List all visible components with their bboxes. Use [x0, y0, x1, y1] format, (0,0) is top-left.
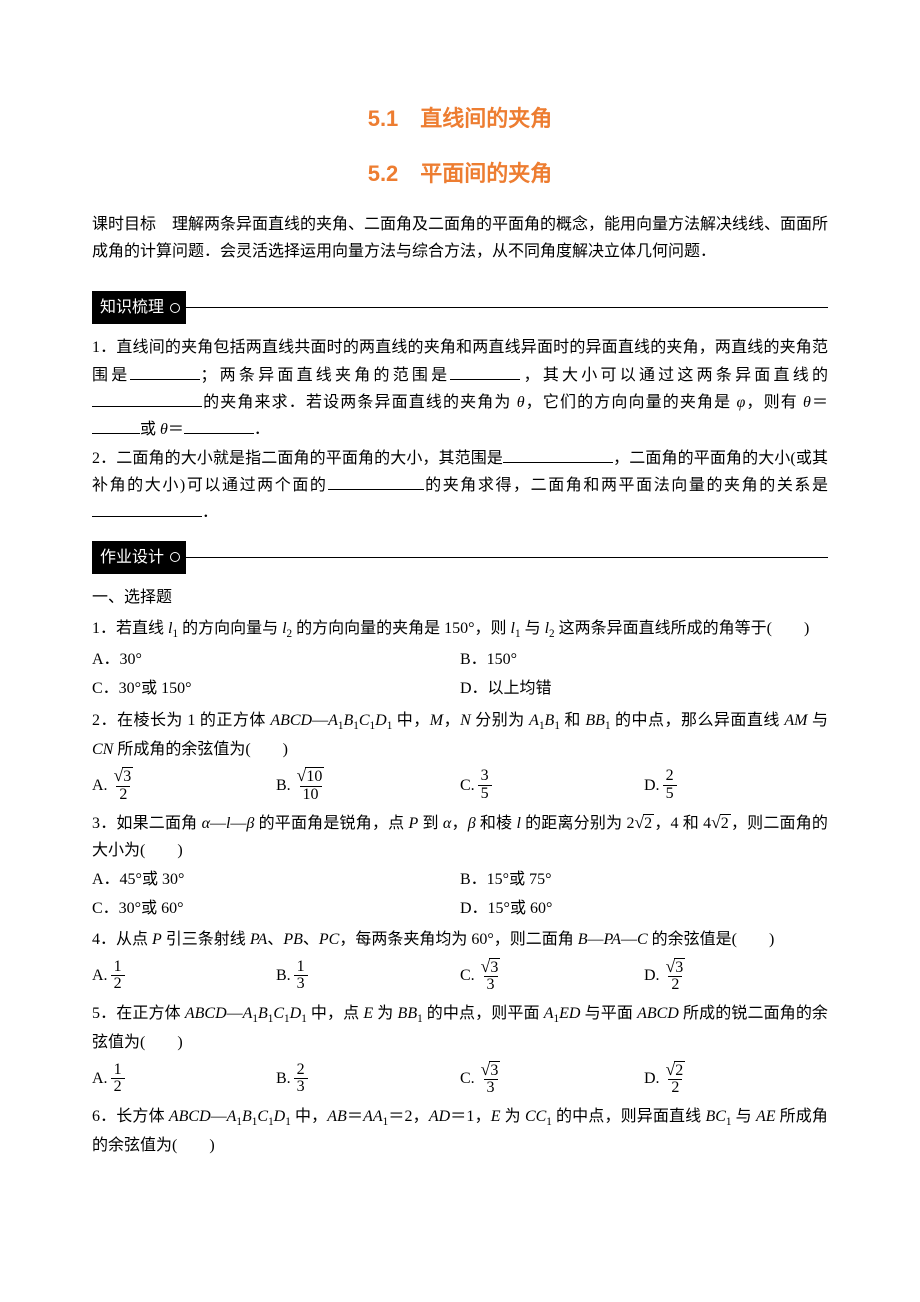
fill-blank: [130, 363, 200, 379]
fill-blank: [328, 474, 424, 490]
question-6: 6．长方体 ABCD—A1B1C1D1 中，AB＝AA1＝2，AD＝1，E 为 …: [92, 1103, 828, 1159]
question-4: 4．从点 P 引三条射线 PA、PB、PC，每两条夹角均为 60°，则二面角 B…: [92, 926, 828, 953]
heading-5-1: 5.1 直线间的夹角: [92, 100, 828, 137]
option-a: A.12: [92, 1059, 276, 1100]
heading-5-2: 5.2 平面间的夹角: [92, 155, 828, 192]
question-5-options: A.12 B.23 C.√33 D.√22: [92, 1059, 828, 1100]
question-4-options: A.12 B.13 C.√33 D.√32: [92, 956, 828, 997]
lesson-objective: 课时目标 理解两条异面直线的夹角、二面角及二面角的平面角的概念，能用向量方法解决…: [92, 211, 828, 265]
question-3-options-row2: C．30°或 60° D．15°或 60°: [92, 895, 828, 922]
question-3-options-row1: A．45°或 30° B．15°或 75°: [92, 866, 828, 893]
question-3: 3．如果二面角 α—l—β 的平面角是锐角，点 P 到 α，β 和棱 l 的距离…: [92, 810, 828, 864]
option-c: C．30°或 60°: [92, 895, 460, 922]
option-d: D.25: [644, 765, 828, 806]
fill-blank: [92, 501, 202, 517]
option-c: C．30°或 150°: [92, 675, 460, 702]
option-c: C.35: [460, 765, 644, 806]
fill-blank: [184, 418, 254, 434]
option-b: B．15°或 75°: [460, 866, 828, 893]
knowledge-item-2: 2．二面角的大小就是指二面角的平面角的大小，其范围是，二面角的平面角的大小(或其…: [92, 445, 828, 527]
option-b: B.√1010: [276, 765, 460, 806]
option-a: A.12: [92, 956, 276, 997]
question-2: 2．在棱长为 1 的正方体 ABCD—A1B1C1D1 中，M，N 分别为 A1…: [92, 707, 828, 763]
option-d: D.√22: [644, 1059, 828, 1100]
banner-homework: 作业设计: [92, 541, 828, 574]
section-mc-heading: 一、选择题: [92, 584, 828, 611]
question-5: 5．在正方体 ABCD—A1B1C1D1 中，点 E 为 BB1 的中点，则平面…: [92, 1000, 828, 1056]
banner-knowledge: 知识梳理: [92, 291, 828, 324]
banner-rule: [186, 307, 828, 308]
banner-knowledge-label: 知识梳理: [100, 294, 164, 321]
fill-blank: [503, 447, 613, 463]
banner-dot-icon: [170, 303, 180, 313]
banner-homework-label: 作业设计: [100, 544, 164, 571]
knowledge-item-1: 1．直线间的夹角包括两直线共面时的两直线的夹角和两直线异面时的异面直线的夹角，两…: [92, 334, 828, 443]
question-2-options: A.√32 B.√1010 C.35 D.25: [92, 765, 828, 806]
fill-blank: [450, 363, 520, 379]
option-c: C.√33: [460, 956, 644, 997]
option-d: D．以上均错: [460, 675, 828, 702]
option-d: D．15°或 60°: [460, 895, 828, 922]
question-1-options-row1: A．30° B．150°: [92, 646, 828, 673]
option-c: C.√33: [460, 1059, 644, 1100]
option-b: B.23: [276, 1059, 460, 1100]
option-a: A．30°: [92, 646, 460, 673]
question-1: 1．若直线 l1 的方向向量与 l2 的方向向量的夹角是 150°，则 l1 与…: [92, 615, 828, 644]
option-a: A.√32: [92, 765, 276, 806]
option-a: A．45°或 30°: [92, 866, 460, 893]
banner-rule: [186, 557, 828, 558]
option-b: B．150°: [460, 646, 828, 673]
banner-dot-icon: [170, 552, 180, 562]
option-b: B.13: [276, 956, 460, 997]
fill-blank: [92, 391, 202, 407]
question-1-options-row2: C．30°或 150° D．以上均错: [92, 675, 828, 702]
option-d: D.√32: [644, 956, 828, 997]
fill-blank: [92, 418, 140, 434]
